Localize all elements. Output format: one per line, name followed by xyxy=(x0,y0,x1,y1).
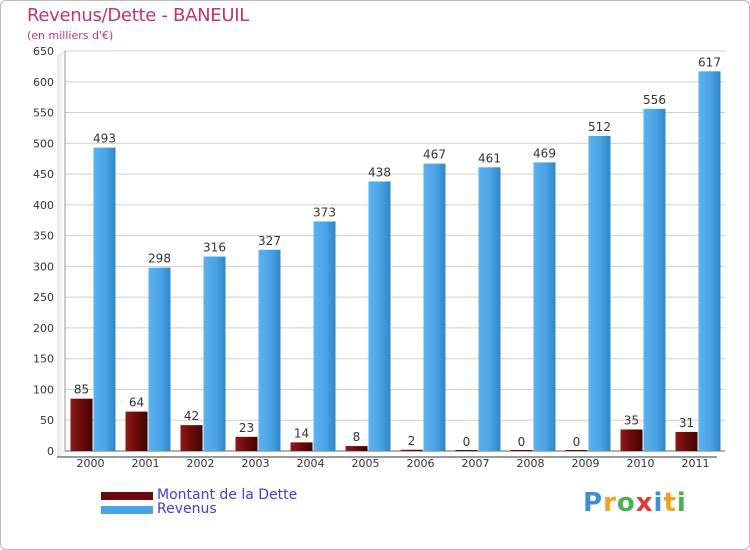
chart-title: Revenus/Dette - BANEUIL xyxy=(27,5,249,26)
legend-swatch-revenue xyxy=(101,506,153,514)
logo-letter: i xyxy=(653,488,664,518)
data-label-revenue-2010: 556 xyxy=(643,93,666,107)
x-tick-label-2006: 2006 xyxy=(407,457,435,470)
x-tick-label-2007: 2007 xyxy=(462,457,490,470)
logo-letter: r xyxy=(603,488,617,518)
x-tick-label-2008: 2008 xyxy=(517,457,545,470)
data-label-debt-2000: 85 xyxy=(74,383,89,397)
y-tick-label: 250 xyxy=(33,291,54,304)
y-tick-label: 0 xyxy=(47,445,54,458)
bar-revenue-2011 xyxy=(698,71,721,452)
bar-revenue-2006 xyxy=(423,163,446,451)
y-tick-label: 350 xyxy=(33,230,54,243)
data-label-debt-2007: 0 xyxy=(463,435,471,449)
data-label-revenue-2011: 617 xyxy=(698,55,721,69)
bar-debt-2008 xyxy=(510,450,533,451)
y-tick-label: 450 xyxy=(33,168,54,181)
axes: 0501001502002503003504004505005506006502… xyxy=(33,45,725,470)
data-label-debt-2010: 35 xyxy=(624,413,639,427)
data-label-debt-2003: 23 xyxy=(239,421,254,435)
y-tick-label: 200 xyxy=(33,322,54,335)
data-label-revenue-2001: 298 xyxy=(148,252,171,266)
legend-label-debt: Montant de la Dette xyxy=(157,487,298,503)
x-tick-label-2000: 2000 xyxy=(77,457,105,470)
bar-debt-2011 xyxy=(675,431,698,451)
bars xyxy=(70,71,721,452)
y-tick-label: 650 xyxy=(33,45,54,58)
data-label-debt-2002: 42 xyxy=(184,409,199,423)
y-tick-label: 600 xyxy=(33,76,54,89)
x-tick-label-2011: 2011 xyxy=(682,457,710,470)
data-label-revenue-2003: 327 xyxy=(258,234,281,248)
bar-debt-2003 xyxy=(235,436,258,451)
bar-revenue-2008 xyxy=(533,162,556,451)
data-label-revenue-2009: 512 xyxy=(588,120,611,134)
y-tick-label: 100 xyxy=(33,383,54,396)
data-label-debt-2004: 14 xyxy=(294,426,309,440)
chart-subtitle: (en milliers d'€) xyxy=(27,29,114,42)
logo-letter: o xyxy=(616,488,636,518)
data-label-revenue-2002: 316 xyxy=(203,241,226,255)
legend-label-revenue: Revenus xyxy=(157,501,217,517)
data-label-debt-2005: 8 xyxy=(353,430,361,444)
bar-debt-2010 xyxy=(620,429,643,451)
logo-letter: t xyxy=(663,488,677,518)
bar-revenue-2003 xyxy=(258,249,281,451)
data-labels: 85 493 64 298 42 316 23 327 14 373 8 438 2 467 0 461 0 46… xyxy=(74,55,721,449)
y-tick-label: 300 xyxy=(33,260,54,273)
bar-revenue-2000 xyxy=(93,147,116,451)
bar-revenue-2007 xyxy=(478,167,501,452)
gridlines xyxy=(56,50,725,458)
x-tick-label-2010: 2010 xyxy=(627,457,655,470)
bar-debt-2002 xyxy=(180,425,203,451)
data-label-debt-2009: 0 xyxy=(573,435,581,449)
data-label-revenue-2008: 469 xyxy=(533,146,556,160)
logo-letter: x xyxy=(635,488,654,518)
bar-debt-2009 xyxy=(565,450,588,451)
bar-debt-2005 xyxy=(345,446,368,451)
data-label-revenue-2004: 373 xyxy=(313,205,336,219)
bar-revenue-2005 xyxy=(368,181,391,451)
bar-debt-2000 xyxy=(70,398,93,451)
x-tick-label-2004: 2004 xyxy=(297,457,325,470)
bar-revenue-2004 xyxy=(313,221,336,451)
y-tick-label: 550 xyxy=(33,107,54,120)
bar-debt-2004 xyxy=(290,442,313,451)
plot-side-wall xyxy=(57,51,65,457)
logo-letter: i xyxy=(676,488,687,518)
data-label-revenue-2007: 461 xyxy=(478,151,501,165)
data-label-debt-2008: 0 xyxy=(518,435,526,449)
bar-debt-2007 xyxy=(455,450,478,451)
bar-revenue-2001 xyxy=(148,267,171,451)
y-tick-label: 400 xyxy=(33,199,54,212)
bar-revenue-2009 xyxy=(588,135,611,451)
x-tick-label-2001: 2001 xyxy=(132,457,160,470)
data-label-revenue-2005: 438 xyxy=(368,165,391,179)
proxiti-logo: Proxiti xyxy=(583,488,687,518)
logo-letter: P xyxy=(583,488,604,518)
data-label-revenue-2000: 493 xyxy=(93,132,116,146)
y-tick-label: 500 xyxy=(33,137,54,150)
x-tick-label-2009: 2009 xyxy=(572,457,600,470)
y-tick-label: 150 xyxy=(33,353,54,366)
bar-debt-2006 xyxy=(400,449,423,451)
legend-swatch-debt xyxy=(101,492,153,500)
bar-revenue-2002 xyxy=(203,256,226,451)
y-tick-label: 50 xyxy=(40,414,54,427)
data-label-debt-2011: 31 xyxy=(679,416,694,430)
data-label-debt-2001: 64 xyxy=(129,396,144,410)
data-label-debt-2006: 2 xyxy=(408,434,416,448)
data-label-revenue-2006: 467 xyxy=(423,148,446,162)
bar-debt-2001 xyxy=(125,411,148,451)
bar-revenue-2010 xyxy=(643,108,666,451)
x-tick-label-2003: 2003 xyxy=(242,457,270,470)
x-tick-label-2005: 2005 xyxy=(352,457,380,470)
x-tick-label-2002: 2002 xyxy=(187,457,215,470)
